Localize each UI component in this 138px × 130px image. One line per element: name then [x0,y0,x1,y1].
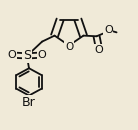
Text: O: O [94,45,103,54]
Text: Br: Br [22,96,35,109]
Text: O: O [65,42,73,52]
Text: O: O [8,50,17,60]
Text: O: O [104,25,113,35]
Text: O: O [37,50,46,60]
Text: S: S [23,49,31,62]
